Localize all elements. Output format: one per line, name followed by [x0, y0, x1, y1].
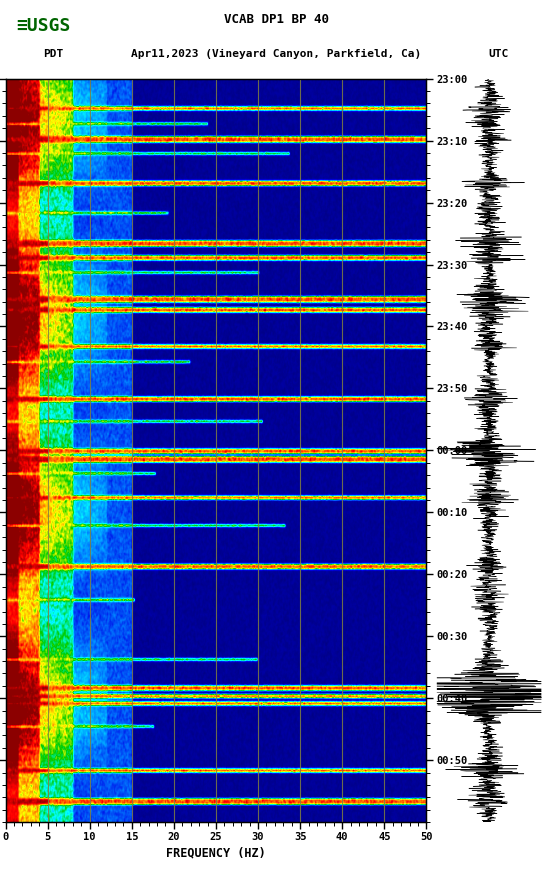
X-axis label: FREQUENCY (HZ): FREQUENCY (HZ) [166, 847, 266, 859]
Text: ≡USGS: ≡USGS [17, 17, 71, 35]
Text: PDT: PDT [44, 49, 63, 59]
Text: Apr11,2023 (Vineyard Canyon, Parkfield, Ca): Apr11,2023 (Vineyard Canyon, Parkfield, … [131, 49, 421, 59]
Text: UTC: UTC [489, 49, 508, 59]
Text: VCAB DP1 BP 40: VCAB DP1 BP 40 [224, 13, 328, 27]
